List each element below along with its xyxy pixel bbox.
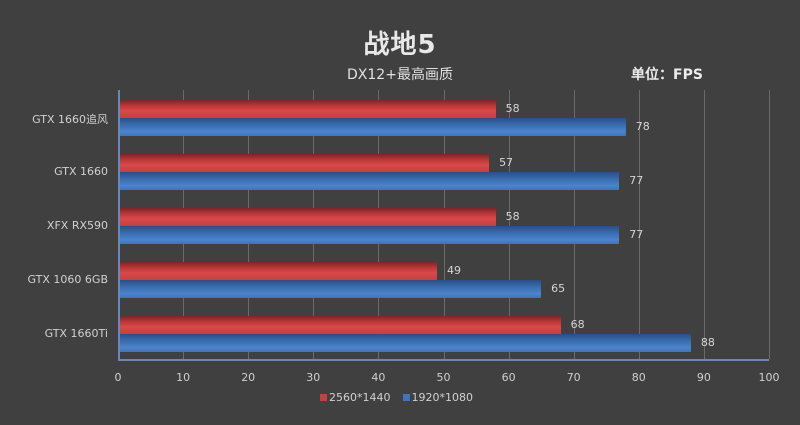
- data-label: 77: [629, 228, 644, 241]
- x-tick-label: 60: [501, 371, 516, 384]
- x-tick-label: 10: [176, 371, 191, 384]
- x-tick-label: 20: [241, 371, 256, 384]
- data-label: 58: [505, 210, 520, 223]
- gridline: [769, 90, 770, 359]
- bar-2560: [120, 316, 561, 334]
- gridline: [703, 90, 705, 359]
- legend: 2560*1440 1920*1080: [320, 391, 473, 404]
- data-label: 68: [570, 318, 585, 331]
- unit-label: 单位：FPS: [631, 67, 703, 83]
- x-tick-label: 50: [436, 371, 451, 384]
- bar-2560: [120, 208, 496, 226]
- category-label: GTX 1660: [54, 165, 108, 178]
- data-label: 77: [629, 174, 644, 187]
- data-label: 78: [635, 120, 650, 133]
- x-tick-label: 0: [114, 371, 122, 384]
- legend-swatch-blue: [402, 394, 410, 401]
- bar-2560: [120, 100, 496, 118]
- data-label: 65: [551, 282, 566, 295]
- x-tick-label: 40: [371, 371, 386, 384]
- chart-subtitle: DX12+最高画质: [347, 67, 453, 83]
- bar-1920: [120, 226, 620, 244]
- data-label: 58: [505, 102, 520, 115]
- bar-1920: [120, 172, 620, 190]
- bar-2560: [120, 154, 490, 172]
- bar-1920: [120, 118, 626, 136]
- bar-1920: [120, 334, 691, 352]
- category-label: XFX RX590: [46, 219, 108, 232]
- bar-1920: [120, 280, 542, 298]
- bar-2560: [120, 262, 437, 280]
- legend-item-2560: 2560*1440: [320, 391, 391, 404]
- data-label: 88: [700, 336, 715, 349]
- gridline: [638, 90, 640, 359]
- data-label: 57: [499, 156, 514, 169]
- legend-label: 1920*1080: [411, 391, 474, 404]
- x-tick-label: 70: [566, 371, 581, 384]
- category-label: GTX 1660追风: [32, 113, 108, 126]
- data-label: 49: [446, 264, 461, 277]
- category-label: GTX 1060 6GB: [27, 273, 108, 286]
- chart-title: 战地5: [363, 30, 437, 60]
- legend-item-1920: 1920*1080: [402, 391, 474, 404]
- legend-swatch-red: [320, 394, 327, 401]
- plot-area: 58 78 57 77 58 77 49 65 68 88: [118, 90, 770, 361]
- x-tick-label: 30: [306, 371, 321, 384]
- x-tick-label: 100: [758, 371, 780, 384]
- x-tick-label: 90: [696, 371, 711, 384]
- category-label: GTX 1660Ti: [44, 327, 108, 340]
- gridline: [508, 90, 510, 359]
- x-tick-label: 80: [631, 371, 646, 384]
- legend-label: 2560*1440: [329, 391, 391, 404]
- gridline: [573, 90, 575, 359]
